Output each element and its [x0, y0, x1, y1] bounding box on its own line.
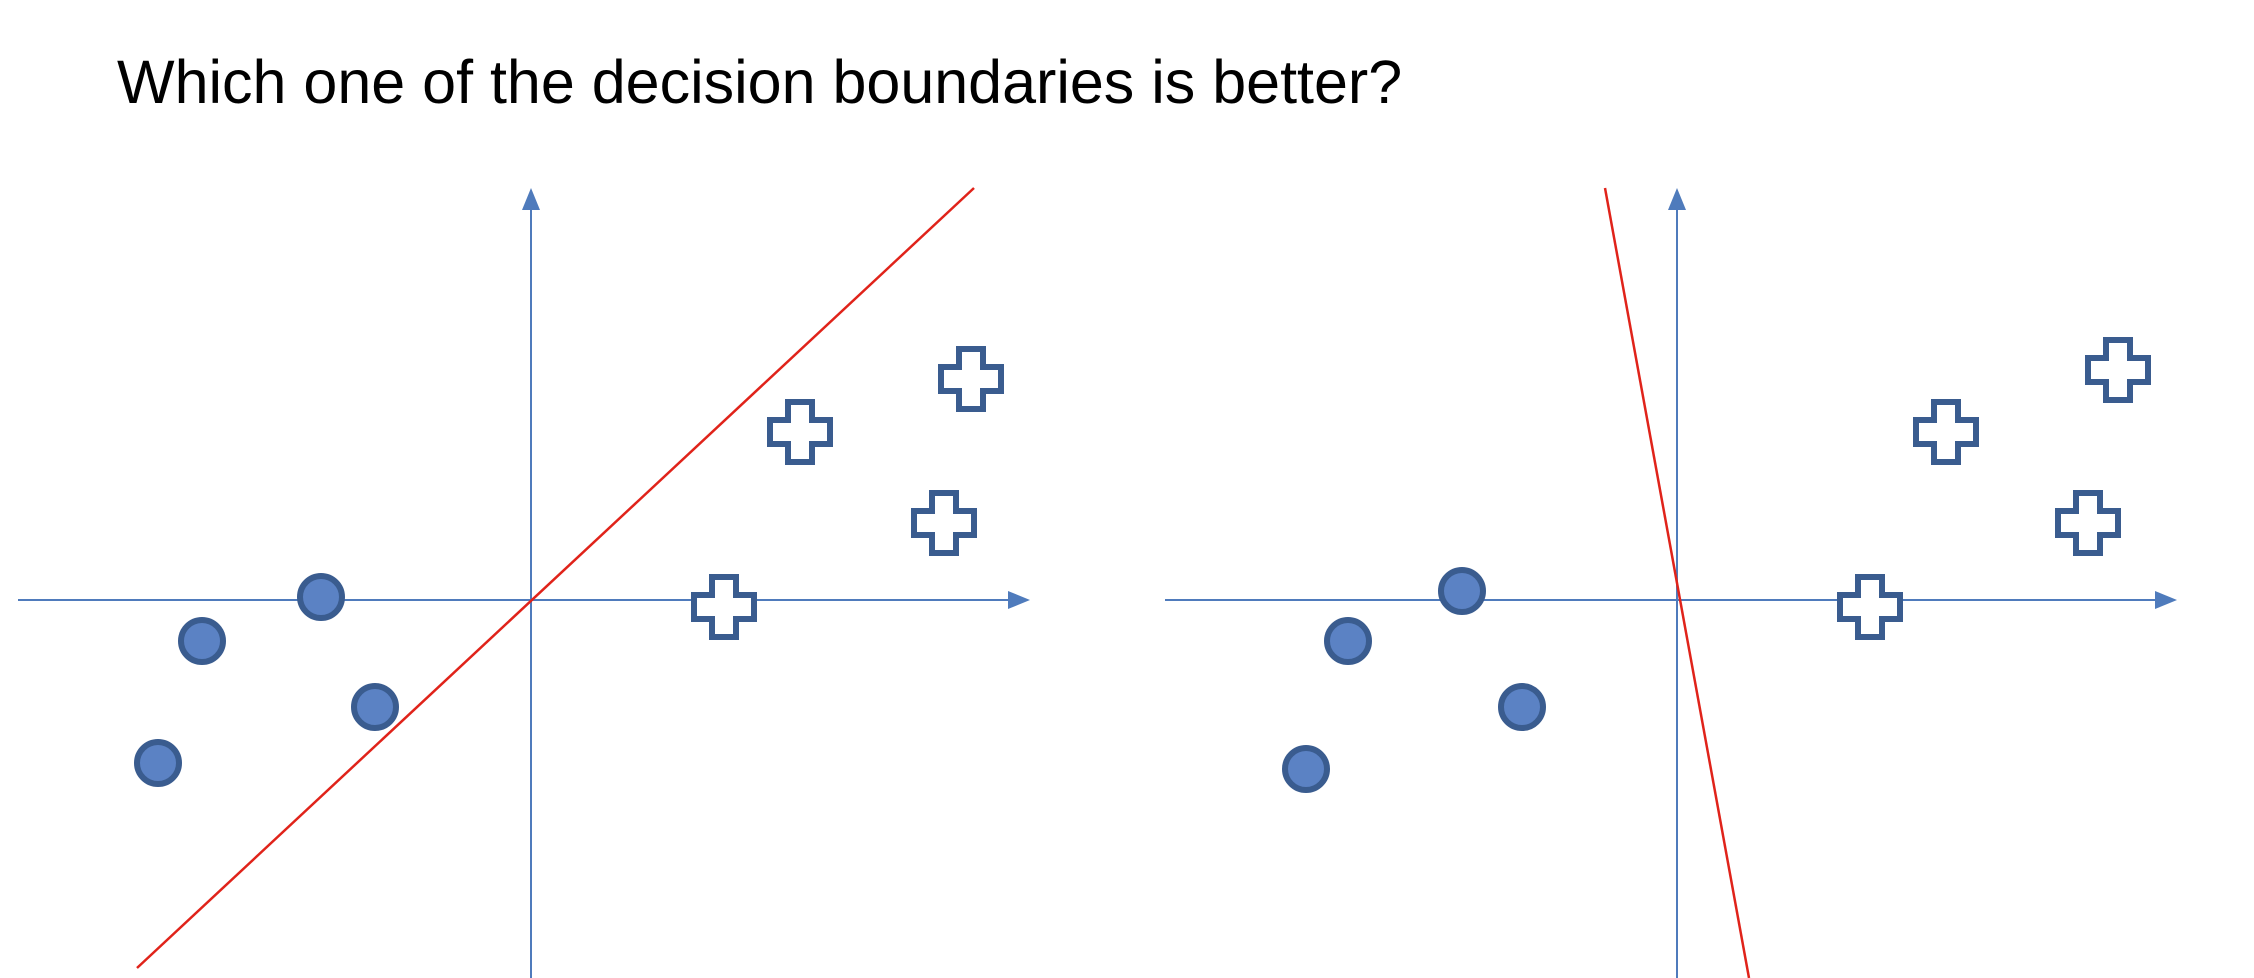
left-circle-point: [297, 573, 345, 621]
left-circle-point: [351, 683, 399, 731]
right-panel: [1165, 187, 2177, 978]
left-cross-point: [767, 399, 833, 465]
left-panel: [18, 187, 1030, 978]
right-cross-point: [1837, 574, 1903, 640]
right-y-axis-arrowhead: [1668, 188, 1686, 210]
right-decision-boundary: [1603, 187, 1751, 978]
right-cross-point: [2085, 337, 2151, 403]
right-x-axis-arrowhead: [2155, 591, 2177, 609]
right-cross-point: [1913, 399, 1979, 465]
right-circle-point: [1282, 745, 1330, 793]
right-axes: [1165, 188, 2177, 978]
left-cross-class: [691, 346, 1004, 640]
right-cross-point: [2055, 490, 2121, 556]
left-cross-point: [938, 346, 1004, 412]
left-decision-boundary: [136, 187, 975, 969]
left-y-axis-arrowhead: [522, 188, 540, 210]
right-circle-point: [1498, 683, 1546, 731]
right-circle-point: [1324, 617, 1372, 665]
right-circle-class: [1282, 567, 1546, 793]
left-circle-class: [134, 573, 399, 787]
right-circle-point: [1438, 567, 1486, 615]
slide-title: Which one of the decision boundaries is …: [117, 48, 1403, 116]
left-axes: [18, 188, 1030, 978]
right-cross-class: [1837, 337, 2151, 640]
left-cross-point: [691, 574, 757, 640]
left-circle-point: [178, 617, 226, 665]
left-cross-point: [911, 490, 977, 556]
left-x-axis-arrowhead: [1008, 591, 1030, 609]
left-circle-point: [134, 739, 182, 787]
